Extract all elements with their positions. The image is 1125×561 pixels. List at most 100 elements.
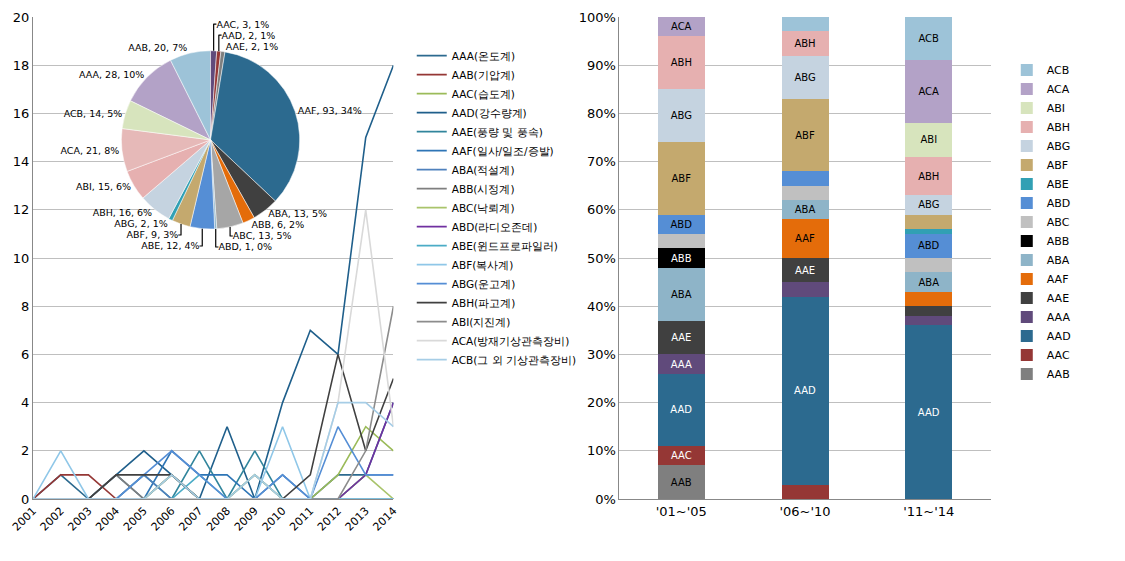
svg-text:ABH, 16, 6%: ABH, 16, 6% (93, 207, 152, 218)
svg-text:AAA: AAA (1047, 311, 1071, 324)
svg-text:AAD: AAD (918, 407, 940, 418)
svg-text:AAB(기압계): AAB(기압계) (452, 69, 515, 81)
svg-text:20%: 20% (587, 395, 616, 410)
svg-text:ABF: ABF (1047, 159, 1068, 172)
svg-text:ABI: ABI (920, 134, 937, 145)
svg-text:AAA: AAA (671, 359, 692, 370)
svg-text:ABA: ABA (671, 289, 692, 300)
svg-text:12: 12 (13, 202, 30, 217)
svg-text:ABG, 2, 1%: ABG, 2, 1% (114, 218, 167, 229)
svg-text:AAA(온도계): AAA(온도계) (452, 50, 515, 62)
svg-text:2012: 2012 (315, 505, 344, 534)
svg-text:ABC, 13, 5%: ABC, 13, 5% (233, 230, 292, 241)
svg-text:ABH: ABH (671, 57, 692, 68)
svg-text:30%: 30% (587, 347, 616, 362)
svg-text:ABI: ABI (1047, 102, 1065, 115)
svg-text:10: 10 (13, 251, 30, 266)
svg-text:AAC, 3, 1%: AAC, 3, 1% (216, 19, 269, 30)
svg-text:ABB, 6, 2%: ABB, 6, 2% (251, 219, 304, 230)
svg-text:10%: 10% (587, 443, 616, 458)
svg-text:2009: 2009 (232, 505, 261, 534)
svg-text:18: 18 (13, 58, 30, 73)
svg-text:2006: 2006 (149, 505, 178, 534)
svg-text:70%: 70% (587, 154, 616, 169)
svg-text:ACB, 14, 5%: ACB, 14, 5% (64, 108, 123, 119)
svg-text:ABE: ABE (1047, 178, 1069, 191)
svg-text:ACA(방재기상관측장비): ACA(방재기상관측장비) (452, 335, 570, 347)
svg-text:ACA: ACA (671, 21, 692, 32)
svg-text:'06~'10: '06~'10 (779, 504, 830, 519)
svg-text:AAC: AAC (1047, 349, 1070, 362)
svg-text:2004: 2004 (93, 505, 122, 534)
svg-text:ABH(파고계): ABH(파고계) (452, 297, 515, 309)
svg-text:ABG: ABG (918, 199, 939, 210)
svg-text:ABG(운고계): ABG(운고계) (452, 278, 516, 290)
svg-text:ACB: ACB (918, 33, 939, 44)
svg-text:2010: 2010 (260, 505, 289, 534)
svg-text:ABD: ABD (1047, 197, 1071, 210)
svg-text:ACA: ACA (918, 86, 939, 97)
svg-text:ACB: ACB (1047, 64, 1070, 77)
svg-text:'01~'05: '01~'05 (656, 504, 707, 519)
svg-text:ABG: ABG (1047, 140, 1070, 153)
svg-text:100%: 100% (579, 10, 616, 25)
svg-text:AAF: AAF (795, 233, 815, 244)
svg-text:ABA, 13, 5%: ABA, 13, 5% (268, 208, 327, 219)
svg-text:2: 2 (21, 443, 29, 458)
svg-text:80%: 80% (587, 106, 616, 121)
svg-text:AAB: AAB (1047, 368, 1070, 381)
svg-text:6: 6 (21, 347, 29, 362)
svg-text:ABF: ABF (671, 173, 691, 184)
svg-text:AAD, 2, 1%: AAD, 2, 1% (222, 30, 276, 41)
svg-text:AAD: AAD (794, 385, 816, 396)
svg-text:AAE: AAE (671, 332, 691, 343)
svg-text:40%: 40% (587, 299, 616, 314)
svg-text:ABA: ABA (918, 277, 939, 288)
svg-text:AAF: AAF (1047, 273, 1069, 286)
svg-text:AAC(습도계): AAC(습도계) (452, 88, 515, 100)
svg-text:ABD: ABD (670, 219, 692, 230)
svg-text:ABG: ABG (671, 110, 692, 121)
svg-text:ACB(그 외 기상관측장비): ACB(그 외 기상관측장비) (452, 354, 576, 366)
svg-text:ABE(윈드프로파일러): ABE(윈드프로파일러) (452, 240, 558, 252)
svg-text:AAB, 20, 7%: AAB, 20, 7% (128, 42, 187, 53)
svg-text:ABB: ABB (671, 253, 692, 264)
svg-text:0: 0 (21, 492, 29, 507)
svg-text:ABG: ABG (794, 72, 815, 83)
svg-text:ABH: ABH (794, 38, 815, 49)
svg-text:AAB: AAB (671, 477, 692, 488)
svg-text:2014: 2014 (370, 505, 399, 534)
svg-text:AAD: AAD (670, 404, 692, 415)
svg-text:ABC(낙뢰계): ABC(낙뢰계) (452, 202, 515, 214)
svg-text:ABD, 1, 0%: ABD, 1, 0% (218, 241, 272, 252)
svg-text:60%: 60% (587, 202, 616, 217)
svg-text:ABF(복사계): ABF(복사계) (452, 259, 514, 271)
svg-text:AAE(풍량 및 풍속): AAE(풍량 및 풍속) (452, 126, 543, 138)
svg-text:14: 14 (13, 154, 30, 169)
svg-text:ABB: ABB (1047, 235, 1070, 248)
svg-text:4: 4 (21, 395, 29, 410)
svg-text:2008: 2008 (204, 505, 233, 534)
svg-text:ABF: ABF (795, 130, 815, 141)
svg-text:ABA: ABA (1047, 254, 1070, 267)
svg-text:ABD: ABD (918, 240, 940, 251)
svg-text:2001: 2001 (10, 505, 39, 534)
svg-text:ABE, 12, 4%: ABE, 12, 4% (141, 240, 199, 251)
svg-text:50%: 50% (587, 251, 616, 266)
svg-text:ABD(라디오존데): ABD(라디오존데) (452, 221, 538, 233)
svg-text:90%: 90% (587, 58, 616, 73)
svg-text:AAA, 28, 10%: AAA, 28, 10% (79, 69, 144, 80)
svg-text:ABB(시정계): ABB(시정계) (452, 183, 515, 195)
svg-text:20: 20 (13, 10, 30, 25)
svg-text:AAD: AAD (1047, 330, 1071, 343)
svg-text:ABH: ABH (918, 171, 939, 182)
svg-text:ACA, 21, 8%: ACA, 21, 8% (61, 145, 120, 156)
svg-text:2003: 2003 (65, 505, 94, 534)
svg-text:ABC: ABC (1047, 216, 1070, 229)
svg-text:AAE: AAE (795, 265, 815, 276)
svg-text:2005: 2005 (121, 505, 150, 534)
svg-text:2007: 2007 (176, 505, 205, 534)
svg-text:ABI, 15, 6%: ABI, 15, 6% (76, 181, 131, 192)
svg-text:0%: 0% (595, 492, 616, 507)
svg-text:2011: 2011 (287, 505, 316, 534)
